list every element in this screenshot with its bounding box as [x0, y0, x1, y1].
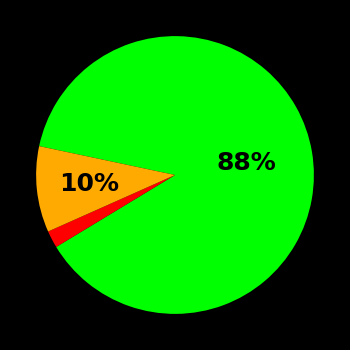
Wedge shape [39, 36, 314, 314]
Text: 88%: 88% [216, 151, 276, 175]
Text: 10%: 10% [60, 172, 119, 196]
Wedge shape [48, 175, 175, 247]
Wedge shape [36, 146, 175, 231]
